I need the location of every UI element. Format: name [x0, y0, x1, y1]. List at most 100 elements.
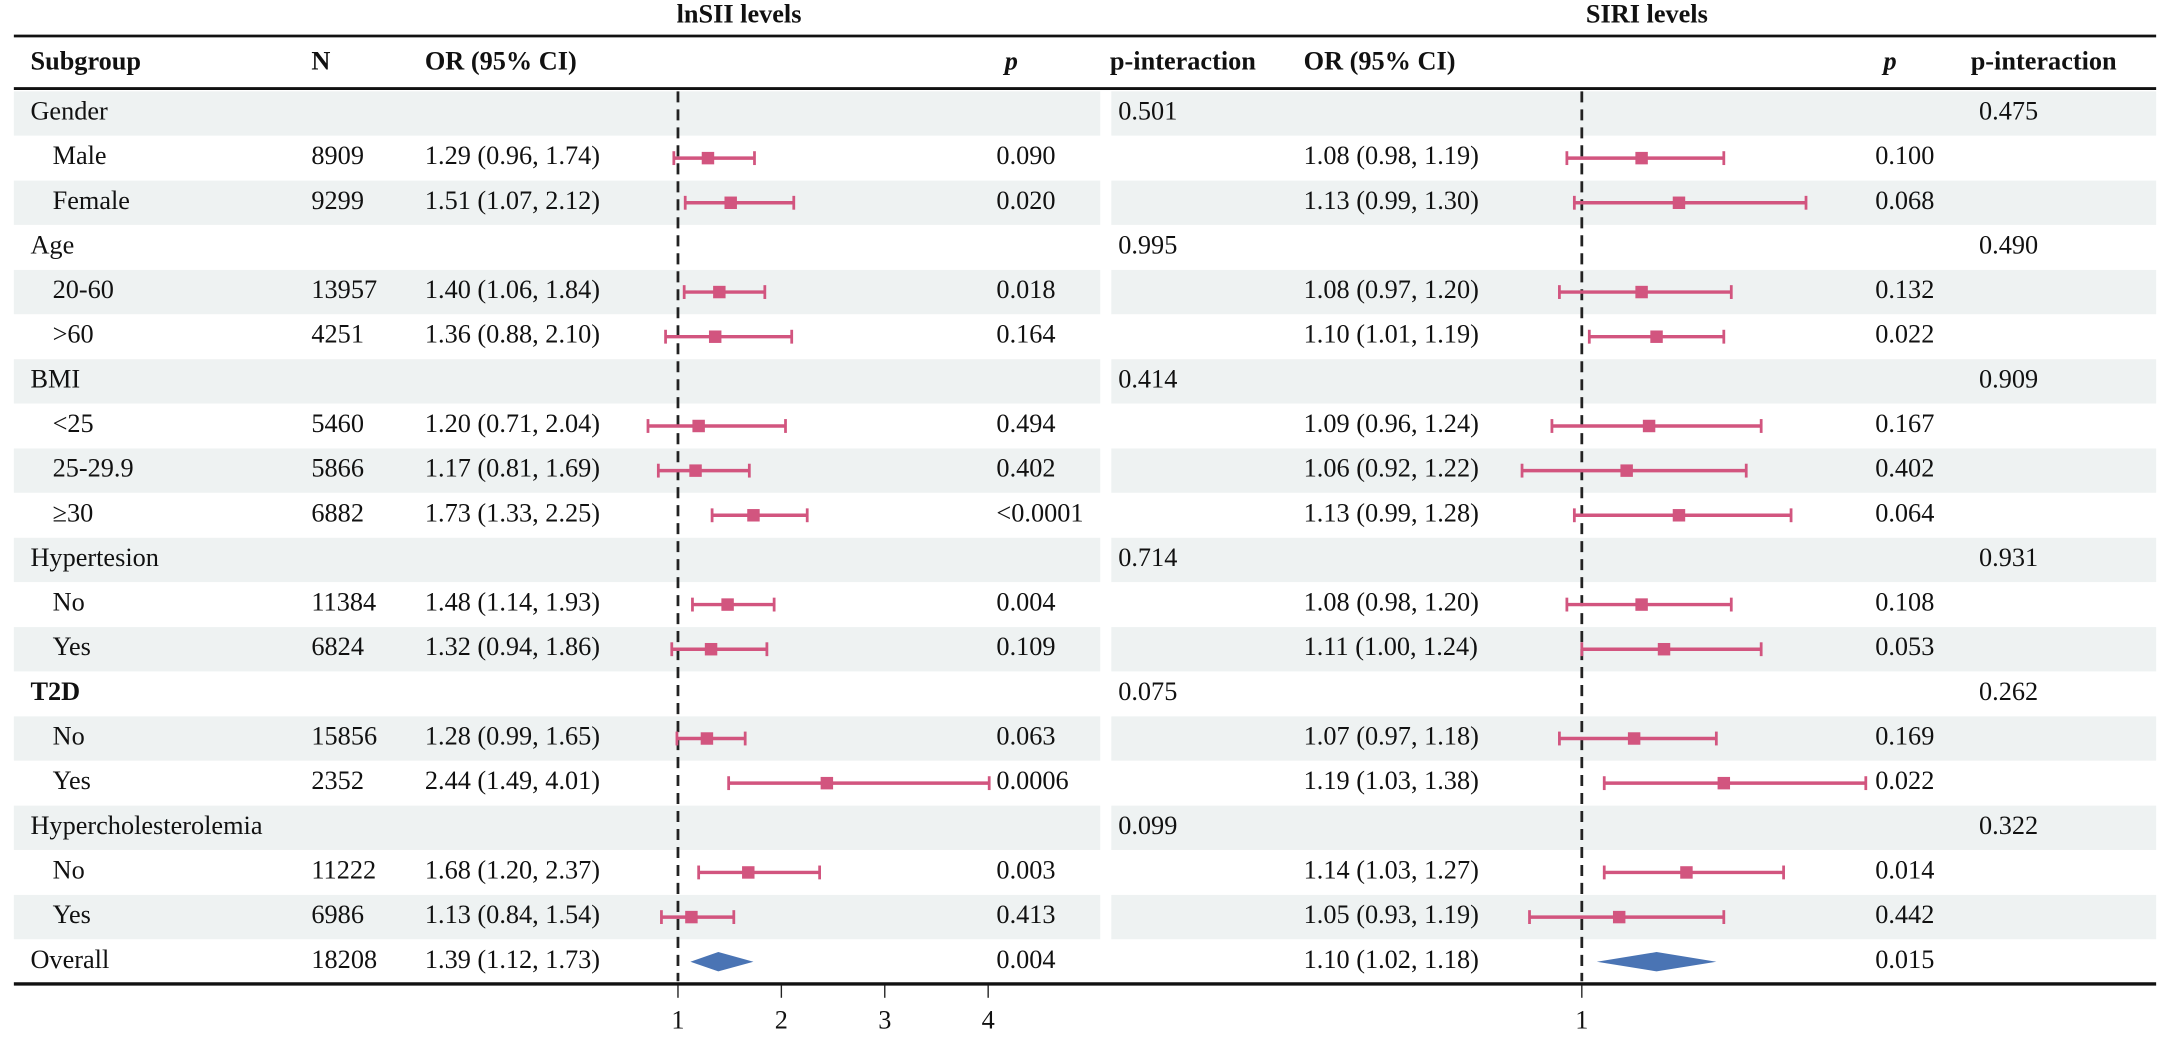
p-value: 0.004: [996, 588, 1055, 617]
or-marker: [1635, 598, 1648, 611]
or-marker: [820, 776, 834, 790]
p-value: 0.068: [1875, 186, 1934, 215]
n-value: 4251: [311, 320, 364, 349]
or-ci: 1.28 (0.99, 1.65): [425, 722, 600, 751]
or-ci: 1.36 (0.88, 2.10): [425, 320, 600, 349]
or-marker: [689, 464, 702, 477]
or-ci: 1.40 (1.06, 1.84): [425, 275, 600, 304]
panel-title: lnSII levels: [677, 0, 802, 29]
p-value: 0.494: [996, 409, 1055, 438]
or-marker: [1672, 196, 1686, 209]
or-ci: 1.13 (0.84, 1.54): [425, 900, 600, 929]
or-ci: 1.17 (0.81, 1.69): [425, 454, 600, 483]
or-marker: [708, 330, 722, 343]
n-value: 8909: [311, 141, 364, 170]
x-tick-label: 1: [1575, 1006, 1588, 1035]
column-header: OR (95% CI): [1304, 47, 1456, 76]
or-marker: [1612, 910, 1626, 924]
p-value: 0.402: [1875, 454, 1934, 483]
or-ci: 1.13 (0.99, 1.30): [1304, 186, 1479, 215]
p-value: 0.004: [996, 945, 1055, 974]
or-ci: 1.08 (0.97, 1.20): [1304, 275, 1479, 304]
n-value: 15856: [311, 722, 377, 751]
or-marker: [721, 598, 734, 611]
row-band: [13, 716, 1101, 761]
subgroup-label: Age: [30, 230, 74, 259]
or-ci: 1.39 (1.12, 1.73): [425, 945, 600, 974]
x-tick-label: 4: [982, 1006, 995, 1035]
or-marker: [685, 910, 698, 924]
or-ci: 1.05 (0.93, 1.19): [1304, 900, 1479, 929]
or-ci: 1.13 (0.99, 1.28): [1304, 498, 1479, 527]
subgroup-label: Yes: [53, 766, 91, 795]
p-value: 0.014: [1875, 855, 1934, 884]
p-value: 0.402: [996, 454, 1055, 483]
p-interaction: 0.995: [1118, 230, 1177, 259]
subgroup-label: Yes: [53, 900, 91, 929]
or-marker: [1680, 866, 1693, 879]
row-band: [13, 359, 1101, 404]
row-band: [13, 894, 1101, 940]
summary-diamond: [690, 952, 754, 972]
p-value: 0.132: [1875, 275, 1934, 304]
p-value: 0.022: [1875, 320, 1934, 349]
or-ci: 1.73 (1.33, 2.25): [425, 498, 600, 527]
row-band: [1111, 537, 2157, 583]
or-ci: 1.09 (0.96, 1.24): [1304, 409, 1479, 438]
subgroup-label: Hypertesion: [30, 543, 158, 572]
row-band: [13, 448, 1101, 493]
subgroup-label: >60: [53, 320, 94, 349]
x-tick-label: 1: [671, 1006, 684, 1035]
n-value: 11384: [311, 588, 376, 617]
p-interaction: 0.501: [1118, 97, 1177, 126]
n-value: 5866: [311, 454, 364, 483]
n-value: 18208: [311, 945, 377, 974]
n-value: 13957: [311, 275, 377, 304]
row-band: [1111, 805, 2157, 850]
p-interaction: 0.075: [1118, 677, 1177, 706]
or-ci: 1.08 (0.98, 1.19): [1304, 141, 1479, 170]
or-marker: [692, 419, 705, 433]
subgroup-label: Yes: [53, 632, 91, 661]
or-ci: 1.14 (1.03, 1.27): [1304, 855, 1479, 884]
or-marker: [1620, 464, 1633, 477]
n-value: 6824: [311, 632, 364, 661]
row-band: [13, 269, 1101, 315]
p-value: 0.0006: [996, 766, 1068, 795]
panel-title: SIRI levels: [1586, 0, 1708, 29]
p-interaction: 0.475: [1979, 97, 2038, 126]
p-interaction: 0.909: [1979, 364, 2038, 393]
subgroup-label: Female: [53, 186, 130, 215]
p-value: 0.442: [1875, 900, 1934, 929]
p-value: <0.0001: [996, 498, 1083, 527]
column-header: N: [311, 47, 330, 76]
subgroup-label: No: [53, 855, 85, 884]
subgroup-label: BMI: [30, 364, 80, 393]
x-tick-label: 2: [775, 1006, 788, 1035]
p-value: 0.020: [996, 186, 1055, 215]
subgroup-label: <25: [53, 409, 94, 438]
or-marker: [704, 642, 718, 656]
p-interaction: 0.714: [1118, 543, 1177, 572]
p-interaction: 0.490: [1979, 230, 2038, 259]
p-value: 0.109: [996, 632, 1055, 661]
p-value: 0.064: [1875, 498, 1934, 527]
or-ci: 1.51 (1.07, 2.12): [425, 186, 600, 215]
p-interaction: 0.322: [1979, 811, 2038, 840]
p-value: 0.108: [1875, 588, 1934, 617]
row-band: [1111, 91, 2157, 136]
or-ci: 1.32 (0.94, 1.86): [425, 632, 600, 661]
p-value: 0.100: [1875, 141, 1934, 170]
summary-diamond: [1596, 952, 1717, 972]
or-ci: 1.11 (1.00, 1.24): [1304, 632, 1478, 661]
p-value: 0.164: [996, 320, 1055, 349]
n-value: 11222: [311, 855, 376, 884]
or-ci: 1.06 (0.92, 1.22): [1304, 454, 1479, 483]
or-marker: [1672, 509, 1686, 522]
subgroup-label: No: [53, 588, 85, 617]
p-value: 0.018: [996, 275, 1055, 304]
n-value: 2352: [311, 766, 364, 795]
row-band: [13, 627, 1101, 672]
or-ci: 1.48 (1.14, 1.93): [425, 588, 600, 617]
p-interaction: 0.414: [1118, 364, 1177, 393]
